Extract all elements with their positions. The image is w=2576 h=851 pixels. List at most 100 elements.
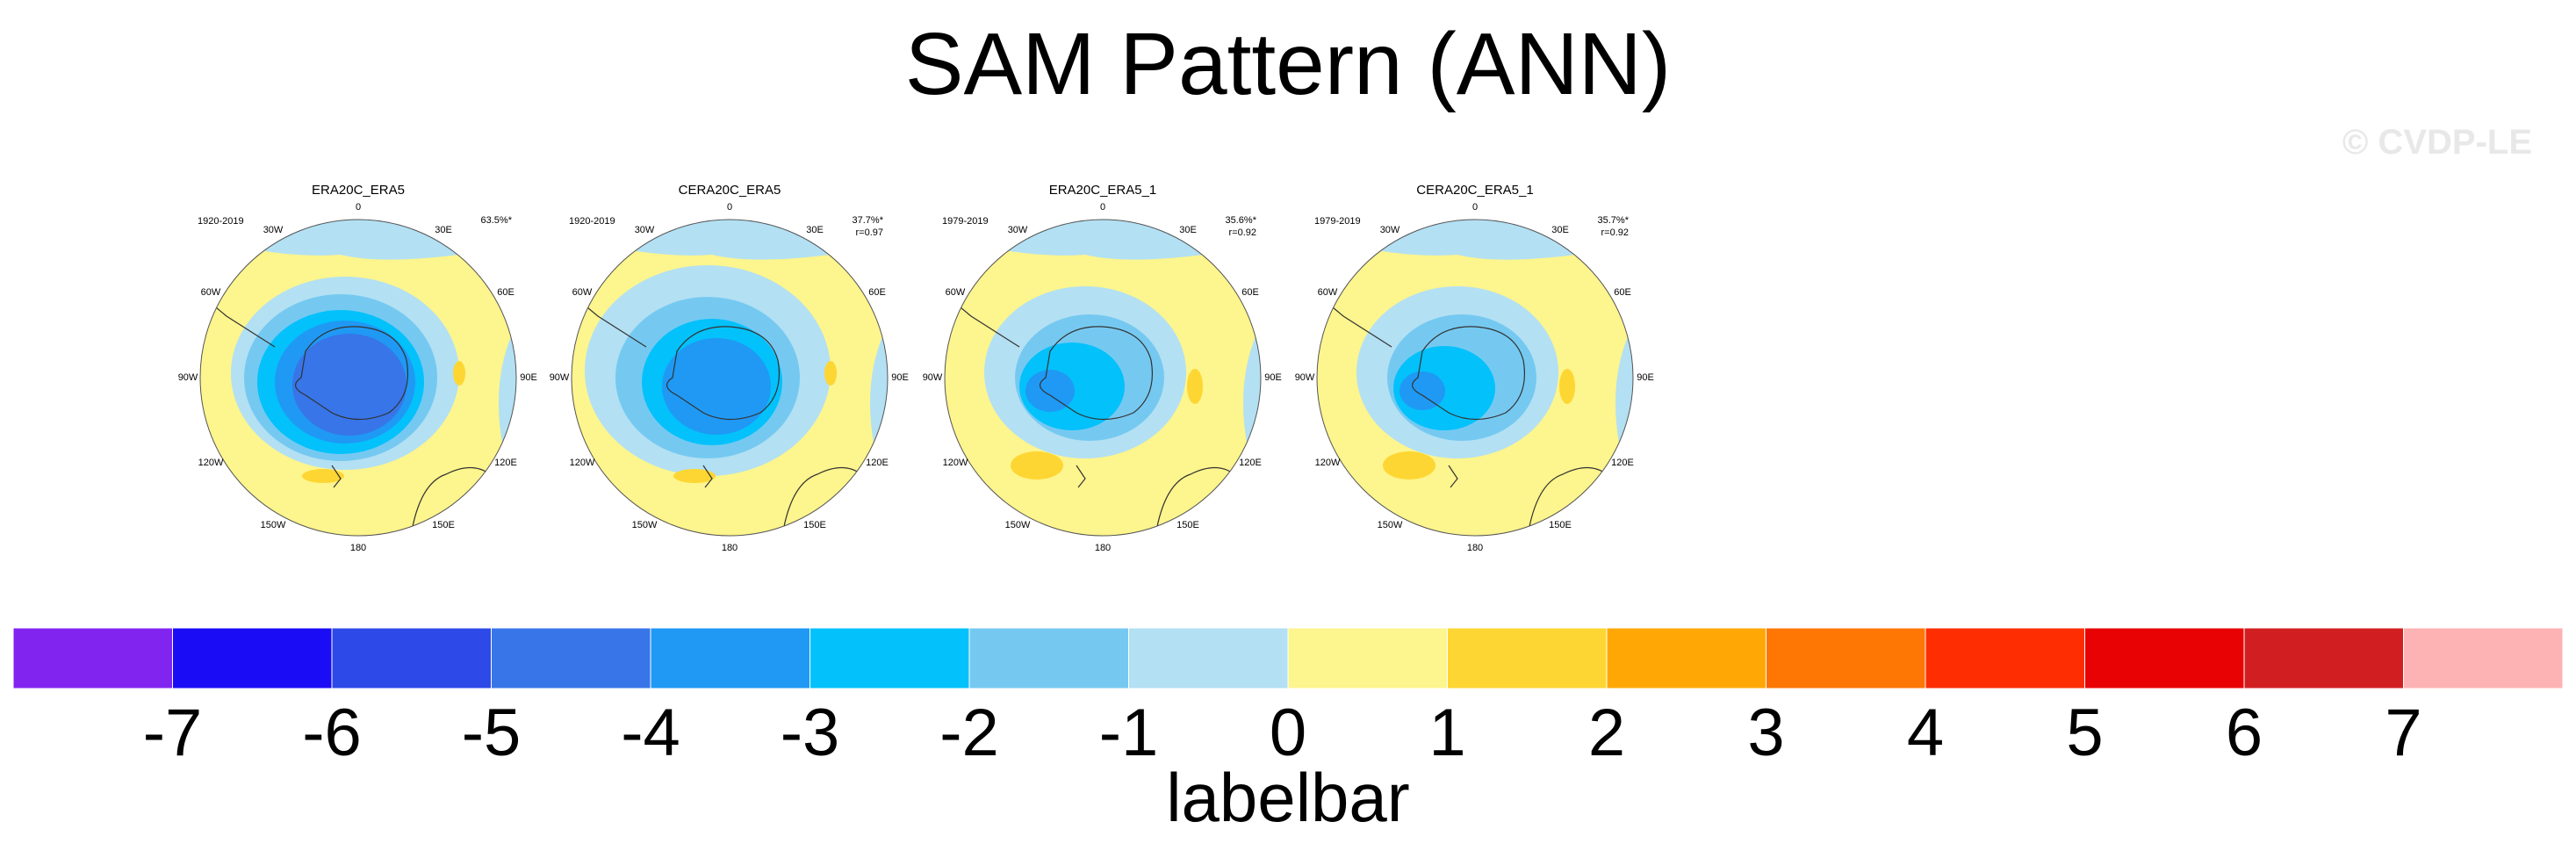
longitude-label: 120E xyxy=(1239,458,1262,468)
contour-level xyxy=(1025,370,1075,412)
longitude-label: 150W xyxy=(1377,520,1403,530)
longitude-label: 30W xyxy=(1007,224,1028,235)
panel-stats: 37.7%* r=0.97 xyxy=(813,214,883,239)
positive-anomaly xyxy=(1559,369,1575,404)
longitude-label: 90W xyxy=(922,372,943,383)
labelbar-box xyxy=(809,627,970,689)
longitude-label: 180 xyxy=(349,543,367,553)
longitude-label: 60E xyxy=(1614,287,1631,298)
labelbar-box xyxy=(968,627,1129,689)
labelbar xyxy=(12,627,2564,689)
map-boundary xyxy=(1316,219,1634,537)
labelbar-box xyxy=(1447,627,1608,689)
variance-explained: 63.5%* xyxy=(480,215,512,226)
longitude-label: 90E xyxy=(1264,372,1282,383)
positive-anomaly xyxy=(673,469,716,483)
longitude-label: 30E xyxy=(1551,224,1569,235)
variance-explained: 35.7%* xyxy=(1597,215,1629,226)
labelbar-box xyxy=(2243,627,2404,689)
new-zealand-coastline xyxy=(331,465,342,488)
new-zealand-coastline xyxy=(1076,465,1086,488)
labelbar-tick-label: 5 xyxy=(2066,696,2104,770)
longitude-label: 90E xyxy=(891,372,909,383)
polar-map xyxy=(944,219,1262,537)
labelbar-tick-label: -5 xyxy=(461,696,522,770)
labelbar-tick-label: 1 xyxy=(1428,696,1466,770)
longitude-label: 0 xyxy=(355,202,362,213)
longitude-label: 90W xyxy=(549,372,570,383)
longitude-label: 120W xyxy=(198,458,224,468)
labelbar-tick-label: -3 xyxy=(780,696,840,770)
longitude-label: 120W xyxy=(1314,458,1341,468)
labelbar-box xyxy=(172,627,333,689)
watermark: © CVDP-LE xyxy=(2342,123,2532,162)
longitude-label: 120E xyxy=(866,458,889,468)
longitude-label: 0 xyxy=(1471,202,1479,213)
longitude-label: 30W xyxy=(634,224,655,235)
panel-stats: 35.6%* r=0.92 xyxy=(1186,214,1256,239)
longitude-label: 120W xyxy=(942,458,968,468)
antarctica-coastline xyxy=(1040,326,1154,421)
contour-level xyxy=(1400,371,1445,410)
longitude-label: 180 xyxy=(1466,543,1484,553)
labelbar-box xyxy=(2403,627,2564,689)
panel-period: 1920-2019 xyxy=(198,216,244,227)
labelbar-title: labelbar xyxy=(1166,759,1410,836)
panel-period: 1920-2019 xyxy=(569,216,615,227)
labelbar-box xyxy=(12,627,173,689)
longitude-label: 30E xyxy=(435,224,452,235)
labelbar-box xyxy=(650,627,810,689)
panel-title: CERA20C_ERA5_1 xyxy=(1416,183,1534,198)
longitude-label: 150E xyxy=(1176,520,1199,530)
negative-edge-band xyxy=(945,220,1261,260)
longitude-label: 30E xyxy=(806,224,824,235)
australia-coastline xyxy=(410,466,516,536)
labelbar-tick-label: 4 xyxy=(1906,696,1945,770)
labelbar-tick-label: -7 xyxy=(142,696,203,770)
panel-title: ERA20C_ERA5_1 xyxy=(1048,183,1157,198)
longitude-label: 150E xyxy=(1549,520,1572,530)
labelbar-box xyxy=(491,627,651,689)
contour-field xyxy=(945,220,1261,536)
longitude-label: 30W xyxy=(1379,224,1400,235)
antarctica-coastline xyxy=(1412,326,1526,421)
panel-title: CERA20C_ERA5 xyxy=(678,183,781,198)
labelbar-tick-label: 6 xyxy=(2225,696,2263,770)
labelbar-tick-label: -4 xyxy=(621,696,680,770)
labelbar-tick-label: -1 xyxy=(1098,696,1159,770)
labelbar-box xyxy=(1128,627,1289,689)
longitude-label: 0 xyxy=(726,202,733,213)
panel-title: ERA20C_ERA5 xyxy=(312,183,405,198)
labelbar-tick-label: -2 xyxy=(939,696,999,770)
labelbar-box xyxy=(1606,627,1767,689)
positive-anomaly xyxy=(453,361,465,386)
longitude-label: 120E xyxy=(494,458,517,468)
pattern-correlation: r=0.97 xyxy=(855,227,884,238)
longitude-label: 90E xyxy=(520,372,537,383)
longitude-label: 150E xyxy=(803,520,826,530)
polar-map xyxy=(571,219,889,537)
longitude-label: 90W xyxy=(1294,372,1315,383)
labelbar-tick-label: 0 xyxy=(1269,696,1307,770)
panel-stats: 63.5%* xyxy=(442,214,512,227)
main-title: SAM Pattern (ANN) xyxy=(904,15,1672,113)
labelbar-box xyxy=(1287,627,1448,689)
map-boundary xyxy=(944,219,1262,537)
labelbar-tick-label: 7 xyxy=(2385,696,2422,770)
positive-anomaly xyxy=(302,469,344,483)
labelbar-box xyxy=(2084,627,2245,689)
positive-anomaly xyxy=(1187,369,1203,404)
polar-map xyxy=(1316,219,1634,537)
polar-map xyxy=(199,219,517,537)
longitude-label: 180 xyxy=(721,543,738,553)
map-boundary xyxy=(571,219,889,537)
negative-edge-band xyxy=(1317,220,1633,260)
australia-coastline xyxy=(1527,466,1633,536)
antarctica-coastline xyxy=(666,326,781,421)
longitude-label: 150W xyxy=(1004,520,1031,530)
longitude-label: 0 xyxy=(1099,202,1106,213)
positive-anomaly xyxy=(1011,451,1063,480)
longitude-label: 30W xyxy=(263,224,284,235)
australia-coastline xyxy=(1155,466,1261,536)
negative-edge-band xyxy=(200,220,516,260)
